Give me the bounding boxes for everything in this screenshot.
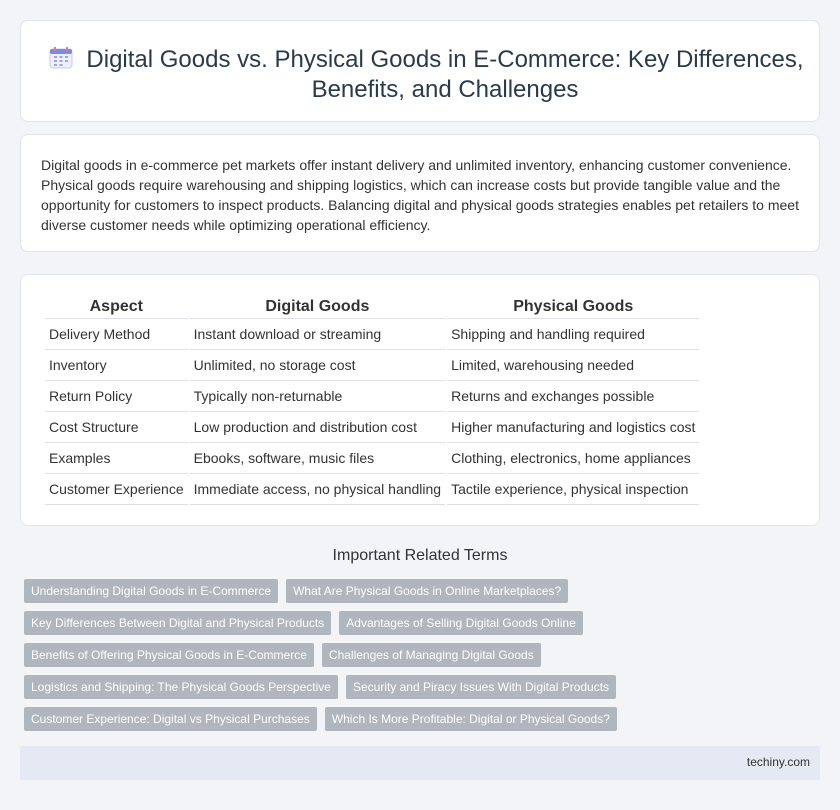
footer: techiny.com	[20, 746, 820, 780]
table-cell: Clothing, electronics, home appliances	[447, 443, 700, 474]
table-cell: Limited, warehousing needed	[447, 350, 700, 381]
related-terms-heading: Important Related Terms	[332, 547, 508, 564]
table-cell: Low production and distribution cost	[189, 412, 446, 443]
table-header-row: Aspect Digital Goods Physical Goods	[45, 295, 700, 319]
table-cell: Examples	[45, 443, 188, 474]
table-cell: Inventory	[45, 350, 188, 381]
table-cell: Instant download or streaming	[189, 319, 446, 350]
related-term-tag[interactable]: Which Is More Profitable: Digital or Phy…	[324, 707, 617, 731]
table-row: Customer Experience Immediate access, no…	[45, 474, 700, 505]
tag-row: Key Differences Between Digital and Phys…	[24, 611, 824, 635]
related-term-tag[interactable]: Understanding Digital Goods in E-Commerc…	[24, 579, 279, 603]
calendar-icon	[49, 47, 73, 69]
table-cell: Immediate access, no physical handling	[189, 474, 446, 505]
table-cell: Return Policy	[45, 381, 188, 412]
column-header-digital: Digital Goods	[189, 295, 446, 319]
table-cell: Returns and exchanges possible	[447, 381, 700, 412]
tag-row: Understanding Digital Goods in E-Commerc…	[24, 579, 824, 603]
related-term-tag[interactable]: Customer Experience: Digital vs Physical…	[24, 707, 317, 731]
tag-row: Benefits of Offering Physical Goods in E…	[24, 643, 824, 667]
table-cell: Ebooks, software, music files	[189, 443, 446, 474]
related-terms-list: Understanding Digital Goods in E-Commerc…	[24, 579, 824, 739]
comparison-table: Aspect Digital Goods Physical Goods Deli…	[43, 295, 701, 505]
page-title: Digital Goods vs. Physical Goods in E-Co…	[86, 46, 804, 103]
column-header-aspect: Aspect	[45, 295, 188, 319]
related-term-tag[interactable]: Logistics and Shipping: The Physical Goo…	[24, 675, 338, 699]
related-term-tag[interactable]: Challenges of Managing Digital Goods	[321, 643, 541, 667]
tag-row: Logistics and Shipping: The Physical Goo…	[24, 675, 824, 699]
table-row: Inventory Unlimited, no storage cost Lim…	[45, 350, 700, 381]
table-cell: Unlimited, no storage cost	[189, 350, 446, 381]
table-row: Delivery Method Instant download or stre…	[45, 319, 700, 350]
column-header-physical: Physical Goods	[447, 295, 700, 319]
related-term-tag[interactable]: Security and Piracy Issues With Digital …	[345, 675, 617, 699]
related-term-tag[interactable]: Key Differences Between Digital and Phys…	[24, 611, 332, 635]
table-cell: Typically non-returnable	[189, 381, 446, 412]
tag-row: Customer Experience: Digital vs Physical…	[24, 707, 824, 731]
table-cell: Delivery Method	[45, 319, 188, 350]
table-cell: Shipping and handling required	[447, 319, 700, 350]
table-row: Examples Ebooks, software, music files C…	[45, 443, 700, 474]
table-cell: Higher manufacturing and logistics cost	[447, 412, 700, 443]
footer-site-link[interactable]: techiny.com	[746, 755, 810, 769]
related-term-tag[interactable]: Benefits of Offering Physical Goods in E…	[24, 643, 314, 667]
related-term-tag[interactable]: What Are Physical Goods in Online Market…	[286, 579, 569, 603]
table-cell: Cost Structure	[45, 412, 188, 443]
comparison-table-card: Aspect Digital Goods Physical Goods Deli…	[20, 274, 820, 526]
table-row: Cost Structure Low production and distri…	[45, 412, 700, 443]
title-card: Digital Goods vs. Physical Goods in E-Co…	[20, 20, 820, 122]
intro-card: Digital goods in e-commerce pet markets …	[20, 134, 820, 252]
table-cell: Customer Experience	[45, 474, 188, 505]
intro-paragraph: Digital goods in e-commerce pet markets …	[41, 157, 799, 233]
table-row: Return Policy Typically non-returnable R…	[45, 381, 700, 412]
table-cell: Tactile experience, physical inspection	[447, 474, 700, 505]
related-term-tag[interactable]: Advantages of Selling Digital Goods Onli…	[339, 611, 583, 635]
